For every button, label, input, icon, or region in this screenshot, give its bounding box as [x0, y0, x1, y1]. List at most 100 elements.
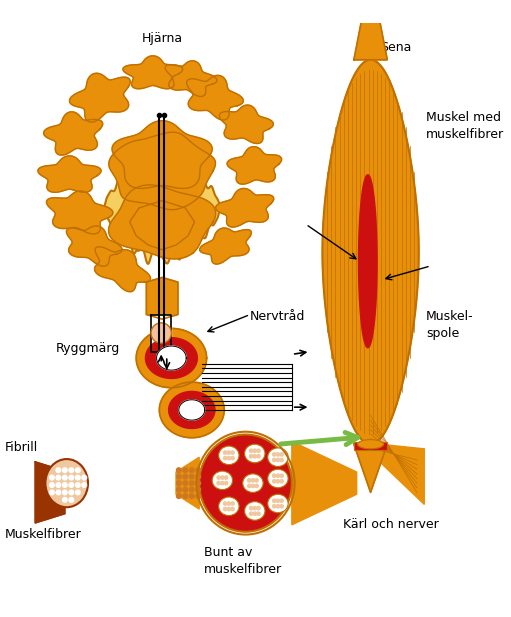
Circle shape [183, 481, 188, 486]
Circle shape [253, 455, 257, 458]
Circle shape [190, 481, 194, 486]
Bar [354, 442, 387, 450]
Circle shape [196, 474, 201, 479]
Polygon shape [354, 444, 387, 492]
Text: Muskelfibrer: Muskelfibrer [5, 528, 81, 540]
Circle shape [176, 468, 181, 473]
Circle shape [249, 507, 253, 510]
Ellipse shape [268, 494, 288, 513]
Circle shape [56, 468, 61, 473]
Circle shape [50, 475, 54, 480]
Circle shape [247, 479, 251, 482]
Circle shape [223, 507, 227, 511]
Polygon shape [136, 328, 206, 387]
Circle shape [196, 468, 201, 473]
Ellipse shape [212, 471, 233, 490]
Polygon shape [216, 188, 274, 227]
Polygon shape [109, 132, 216, 210]
Polygon shape [105, 152, 220, 264]
Polygon shape [159, 382, 224, 437]
Circle shape [249, 512, 253, 515]
Circle shape [247, 484, 251, 487]
Circle shape [176, 494, 181, 499]
Circle shape [190, 487, 194, 492]
Ellipse shape [268, 448, 288, 466]
Polygon shape [179, 400, 205, 420]
Circle shape [62, 468, 67, 473]
Circle shape [253, 512, 257, 515]
Circle shape [251, 479, 254, 482]
Circle shape [82, 475, 87, 480]
Circle shape [272, 474, 276, 478]
Polygon shape [108, 185, 216, 259]
Circle shape [56, 475, 61, 480]
Circle shape [231, 502, 234, 505]
Text: Hjärna: Hjärna [142, 32, 183, 45]
Circle shape [227, 451, 230, 454]
Circle shape [69, 475, 74, 480]
Circle shape [231, 451, 234, 454]
Circle shape [190, 494, 194, 499]
Polygon shape [43, 112, 103, 155]
Circle shape [69, 482, 74, 487]
Polygon shape [354, 0, 387, 60]
Polygon shape [219, 105, 273, 144]
Circle shape [272, 499, 276, 502]
Circle shape [255, 484, 258, 487]
Circle shape [221, 476, 224, 479]
Circle shape [276, 458, 280, 462]
Circle shape [276, 499, 280, 502]
Ellipse shape [245, 444, 265, 463]
Ellipse shape [358, 439, 384, 449]
Circle shape [257, 455, 260, 458]
Circle shape [272, 479, 276, 483]
Circle shape [62, 475, 67, 480]
Polygon shape [151, 315, 171, 352]
Polygon shape [146, 278, 178, 319]
Circle shape [217, 481, 220, 485]
Circle shape [76, 475, 80, 480]
Polygon shape [165, 61, 217, 96]
Circle shape [223, 502, 227, 505]
Circle shape [257, 512, 260, 515]
Polygon shape [146, 337, 197, 378]
Polygon shape [292, 441, 357, 525]
Polygon shape [69, 73, 130, 122]
Ellipse shape [219, 497, 239, 516]
Circle shape [272, 505, 276, 508]
Circle shape [76, 490, 80, 495]
Ellipse shape [199, 434, 292, 532]
Circle shape [50, 490, 54, 495]
Circle shape [257, 449, 260, 452]
Circle shape [176, 487, 181, 492]
Circle shape [280, 458, 283, 462]
Circle shape [82, 482, 87, 487]
Circle shape [255, 479, 258, 482]
Circle shape [69, 497, 74, 502]
Polygon shape [95, 247, 151, 292]
Circle shape [276, 453, 280, 456]
Text: Fibrill: Fibrill [5, 441, 38, 455]
Circle shape [183, 468, 188, 473]
Circle shape [183, 474, 188, 479]
Ellipse shape [245, 502, 265, 520]
Circle shape [56, 482, 61, 487]
Circle shape [224, 476, 228, 479]
Polygon shape [130, 201, 195, 250]
Polygon shape [169, 391, 215, 428]
Circle shape [176, 474, 181, 479]
Polygon shape [200, 228, 251, 264]
Polygon shape [112, 121, 212, 188]
Text: Bunt av
muskelfibrer: Bunt av muskelfibrer [204, 546, 282, 576]
Text: Muskel-
spole: Muskel- spole [426, 310, 474, 340]
Circle shape [253, 449, 257, 452]
Polygon shape [123, 56, 183, 89]
Polygon shape [227, 147, 282, 184]
Text: Muskel med
muskelfibrer: Muskel med muskelfibrer [426, 110, 504, 141]
Ellipse shape [45, 459, 88, 507]
Circle shape [196, 481, 201, 486]
Circle shape [190, 474, 194, 479]
Text: Nervtråd: Nervtråd [250, 310, 306, 323]
Circle shape [257, 507, 260, 510]
Circle shape [224, 481, 228, 485]
